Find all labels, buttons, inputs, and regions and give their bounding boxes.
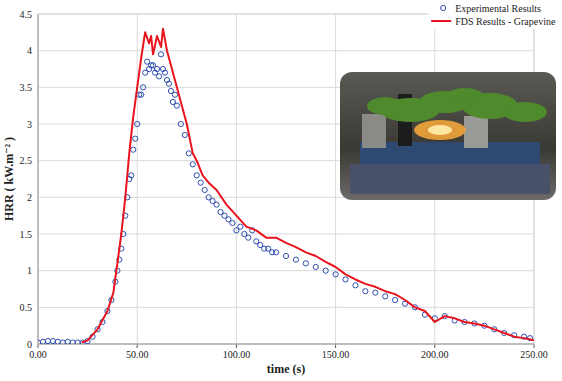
data-point [353,283,358,288]
x-tick [534,344,535,348]
x-tick-label: 100.00 [223,349,251,360]
grid-line [236,14,237,344]
grid-line [335,14,336,344]
data-point [70,340,75,344]
photo-table [360,142,540,164]
data-point [333,272,338,277]
data-point [174,103,179,108]
y-tick-label: 2.5 [20,155,33,166]
x-tick-label: 0.00 [29,349,47,360]
y-tick-label: 4 [27,45,32,56]
photo-leaves [503,102,547,122]
grid-line [38,307,534,308]
y-tick-label: 1.5 [20,229,33,240]
y-tick-label: 3 [27,119,32,130]
data-point [238,224,243,229]
x-tick [434,344,435,348]
data-point [373,290,378,295]
data-point [135,121,140,126]
data-point [246,235,251,240]
data-point [182,132,187,137]
data-point [198,180,203,185]
photo-block [464,116,488,148]
data-point [60,340,65,344]
data-point [50,338,55,343]
x-tick [335,344,336,348]
legend-background [428,1,559,29]
data-point [156,74,161,79]
data-point [178,121,183,126]
legend-label: FDS Results - Grapevine [455,16,556,27]
data-point [273,250,278,255]
data-point [133,136,138,141]
y-tick-label: 2 [27,192,32,203]
data-point [186,151,191,156]
photo-frame [340,72,556,200]
y-tick-label: 1 [27,265,32,276]
data-point [139,92,144,97]
x-tick [38,344,39,348]
y-tick-label: 3.5 [20,82,33,93]
x-axis-title: time (s) [267,362,305,376]
x-tick-label: 250.00 [520,349,548,360]
data-point [323,268,328,273]
inset-photo [340,72,556,200]
x-tick [137,344,138,348]
data-point [343,277,348,282]
data-point [383,294,388,299]
x-tick-label: 150.00 [322,349,350,360]
photo-flame [428,125,452,135]
legend: Experimental Results FDS Results - Grapev… [428,1,559,29]
data-point [214,202,219,207]
data-point [172,92,177,97]
data-point [158,52,163,57]
data-point [303,261,308,266]
data-point [363,289,368,294]
data-point [75,340,80,344]
data-point [40,339,45,344]
data-point [283,253,288,258]
data-point [190,162,195,167]
photo-block [362,114,386,148]
data-point [293,257,298,262]
data-point [131,147,136,152]
y-tick-label: 0.5 [20,302,33,313]
legend-label: Experimental Results [455,3,541,14]
photo-flame [414,120,466,140]
data-point [45,338,50,343]
y-tick-label: 0 [27,339,32,350]
data-point [129,173,134,178]
legend-swatch [431,20,451,22]
x-tick [236,344,237,348]
data-point [230,220,235,225]
grid-line [137,14,138,344]
data-point [202,187,207,192]
grid-line [38,50,534,51]
photo-table-side [350,164,550,194]
grid-line [38,234,534,235]
x-tick-label: 200.00 [421,349,449,360]
grid-line [38,270,534,271]
background [0,0,562,381]
data-point [313,264,318,269]
data-point [141,85,146,90]
data-point [393,297,398,302]
data-point [162,70,167,75]
chart: 0 0.5 1 1.5 2 2.5 3 3.5 4 4.5 0.00 50.00 100.00 150.0… [0,0,562,381]
y-tick-label: 4.5 [20,9,33,20]
data-point [166,81,171,86]
photo-leaves [367,97,403,115]
x-tick-label: 50.00 [126,349,149,360]
data-point [55,339,60,344]
data-point [65,339,70,344]
y-axis-title: HRR ( kW.m⁻² ) [2,137,16,221]
data-point [154,66,159,71]
data-point [194,173,199,178]
legend-swatch [441,5,446,10]
photo-leaves [447,88,483,104]
